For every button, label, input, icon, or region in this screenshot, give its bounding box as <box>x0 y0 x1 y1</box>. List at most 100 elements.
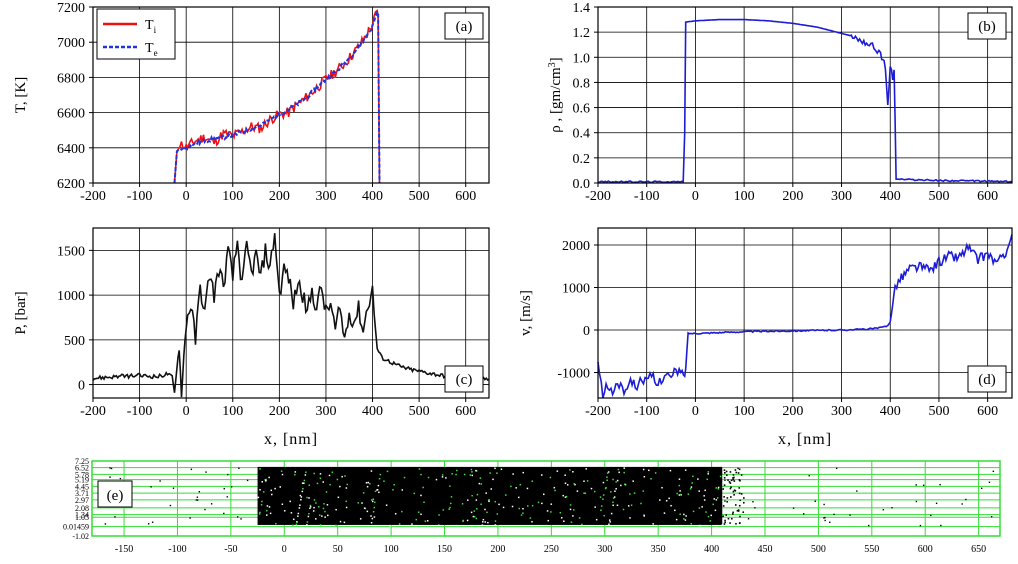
particle-point <box>196 496 199 498</box>
particle-gap <box>266 505 269 507</box>
particle-gap <box>292 524 294 527</box>
particle-point <box>729 482 732 484</box>
particle-gap <box>650 478 652 480</box>
particle-gap <box>683 518 685 520</box>
panel-label-box <box>444 12 484 40</box>
particle-gap <box>420 494 422 497</box>
particle-gap <box>362 492 365 494</box>
particle-gap <box>262 491 265 493</box>
particle-gap <box>307 515 310 518</box>
particle-point <box>740 474 743 476</box>
particle-gap <box>574 483 576 486</box>
particle-gap <box>707 471 710 473</box>
x-tick-label: 200 <box>269 189 290 204</box>
y-tick-label: 500 <box>64 334 85 349</box>
particle-point <box>169 504 172 507</box>
y-tick-label: 0.4 <box>573 127 591 142</box>
particle-gap <box>687 493 690 495</box>
x-tick-label: 400 <box>880 189 901 204</box>
particle-gap <box>322 507 325 510</box>
particle-point <box>965 498 967 501</box>
particle-gap <box>689 487 692 490</box>
particle-gap <box>685 515 687 517</box>
particle-point <box>236 516 239 518</box>
x-tick-label: 100 <box>222 189 243 204</box>
x-tick-label: 0 <box>183 189 190 204</box>
y-tick-label: 0 <box>78 379 85 394</box>
particle-gap <box>279 486 281 488</box>
particle-gap <box>715 499 718 501</box>
particle-gap <box>305 471 307 473</box>
particle-gap <box>403 476 406 479</box>
particle-gap <box>564 474 566 476</box>
particle-gap <box>281 503 284 506</box>
particle-gap <box>569 504 572 506</box>
particle-gap <box>675 518 678 521</box>
x-tick-label: 250 <box>544 544 559 555</box>
particle-gap <box>325 491 328 493</box>
particle-gap <box>529 517 532 519</box>
x-tick-label: 100 <box>734 404 755 419</box>
particle-point <box>731 513 734 515</box>
particle-gap <box>546 510 549 512</box>
particle-gap <box>642 468 645 471</box>
particle-gap <box>652 523 654 525</box>
particle-gap <box>683 513 685 516</box>
particle-gap <box>494 500 496 503</box>
particle-gap <box>370 521 373 524</box>
particle-gap <box>448 508 450 510</box>
particle-gap <box>417 511 420 513</box>
particle-point <box>114 516 116 518</box>
particle-gap <box>612 504 614 507</box>
panel-d: -200 -100 0 100 200 300 400 500 600-100001000200… <box>518 227 1013 448</box>
x-tick-label: -100 <box>127 404 153 419</box>
particle-gap <box>554 489 556 492</box>
particle-gap <box>595 518 598 521</box>
particle-point <box>739 479 741 482</box>
particle-gap <box>297 512 300 515</box>
x-tick-label: 600 <box>977 189 998 204</box>
particle-gap <box>309 507 311 510</box>
particle-gap <box>394 513 397 515</box>
particle-gap <box>268 476 270 479</box>
particle-gap <box>471 471 473 473</box>
particle-gap <box>618 471 620 474</box>
particle-gap <box>583 492 585 494</box>
particle-gap <box>710 514 712 517</box>
particle-gap <box>386 470 389 473</box>
x-tick-label: 200 <box>782 404 803 419</box>
particle-gap <box>678 494 681 496</box>
particle-gap <box>489 472 491 474</box>
x-tick-label: -100 <box>634 404 660 419</box>
particle-point <box>722 515 724 518</box>
y-axis-label-close: ] <box>548 57 564 62</box>
panel-label-box <box>97 480 133 508</box>
y-tick-label: 6.52 <box>75 464 89 473</box>
x-tick-label: 600 <box>455 404 476 419</box>
particle-gap <box>517 496 520 499</box>
particle-gap <box>643 514 645 517</box>
particle-gap <box>299 504 301 506</box>
particle-gap <box>496 513 499 515</box>
x-tick-label: 350 <box>651 544 666 555</box>
particle-gap <box>550 511 552 513</box>
particle-gap <box>308 484 311 486</box>
particle-gap <box>294 473 296 476</box>
particle-gap <box>470 511 473 514</box>
x-tick-label: -200 <box>585 404 611 419</box>
particle-gap <box>313 472 315 475</box>
series-line <box>173 9 381 184</box>
particle-gap <box>705 511 707 513</box>
y-tick-label: 7000 <box>57 36 85 51</box>
legend-entry: Te <box>145 41 158 58</box>
particle-gap <box>679 490 681 492</box>
particle-gap <box>480 483 483 485</box>
particle-gap <box>669 469 672 472</box>
particle-gap <box>602 498 604 500</box>
particle-point <box>737 509 740 511</box>
particle-gap <box>373 516 376 518</box>
particle-point <box>739 499 741 501</box>
particle-point <box>725 470 728 473</box>
series-line <box>597 18 1013 184</box>
particle-gap <box>475 469 477 472</box>
